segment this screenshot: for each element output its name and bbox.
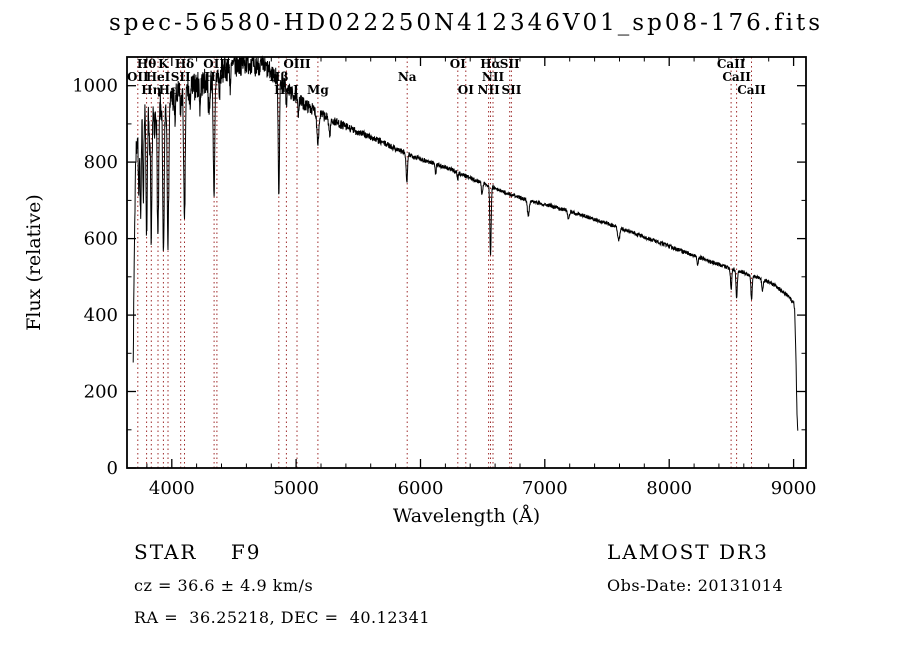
plot-title: spec-56580-HD022250N412346V01_sp08-176.f…	[108, 10, 824, 36]
spectral-line-label: HeI	[274, 83, 299, 97]
spectral-line-label: NII	[477, 83, 500, 97]
cz-label: cz = 36.6 ± 4.9 km/s	[134, 576, 314, 595]
spectral-line-label: K	[158, 57, 169, 71]
spectral-line-label: OIII	[283, 57, 311, 71]
survey-label: LAMOST DR3	[607, 540, 769, 564]
spectral-line-label: Hε	[159, 83, 178, 97]
x-axis-title: Wavelength (Å)	[393, 505, 540, 527]
x-tick-label: 8000	[646, 478, 692, 499]
spectral-line-label: CaII	[717, 57, 746, 71]
spectral-line-label: NII	[482, 70, 505, 84]
spectral-line-label: OII	[127, 70, 149, 84]
spectral-line-label: Hθ	[137, 57, 156, 71]
spectral-line-label: CaII	[722, 70, 751, 84]
spectral-line-label: SII	[171, 70, 191, 84]
y-tick-label: 200	[84, 382, 118, 403]
spectral-line-label: Na	[398, 70, 417, 84]
spectral-line-label: CaII	[737, 83, 766, 97]
spectral-line-label: Hη	[141, 83, 161, 97]
x-tick-label: 7000	[522, 478, 568, 499]
spectral-line-label: Hγ	[204, 70, 223, 84]
spectral-line-label: OIII	[203, 57, 231, 71]
spectral-line-label: Hδ	[175, 57, 194, 71]
spectrum-path	[132, 55, 799, 431]
spectral-line-label: Mg	[307, 83, 329, 97]
spectral-line-label: OI	[450, 57, 466, 71]
x-tick-label: 9000	[771, 478, 817, 499]
object-class-label: STAR F9	[134, 540, 262, 564]
x-tick-label: 5000	[273, 478, 319, 499]
radec-label: RA = 36.25218, DEC = 40.12341	[134, 608, 431, 627]
y-tick-label: 400	[84, 305, 118, 326]
spectral-line-label: HeI	[146, 70, 171, 84]
spectral-line-label: SII	[500, 57, 520, 71]
obs-date-label: Obs-Date: 20131014	[607, 576, 784, 595]
y-axis-title: Flux (relative)	[23, 194, 45, 331]
y-tick-label: 800	[84, 152, 118, 173]
y-tick-label: 0	[107, 458, 118, 479]
y-tick-label: 600	[84, 229, 118, 250]
spectral-line-label: Hα	[480, 57, 501, 71]
spectral-line-label: OI	[458, 83, 474, 97]
y-tick-label: 1000	[72, 76, 118, 97]
x-tick-label: 6000	[398, 478, 444, 499]
spectral-line-label: Hβ	[269, 70, 288, 84]
spectral-line-label: SII	[501, 83, 521, 97]
axis-box	[126, 56, 807, 469]
x-tick-label: 4000	[149, 478, 195, 499]
